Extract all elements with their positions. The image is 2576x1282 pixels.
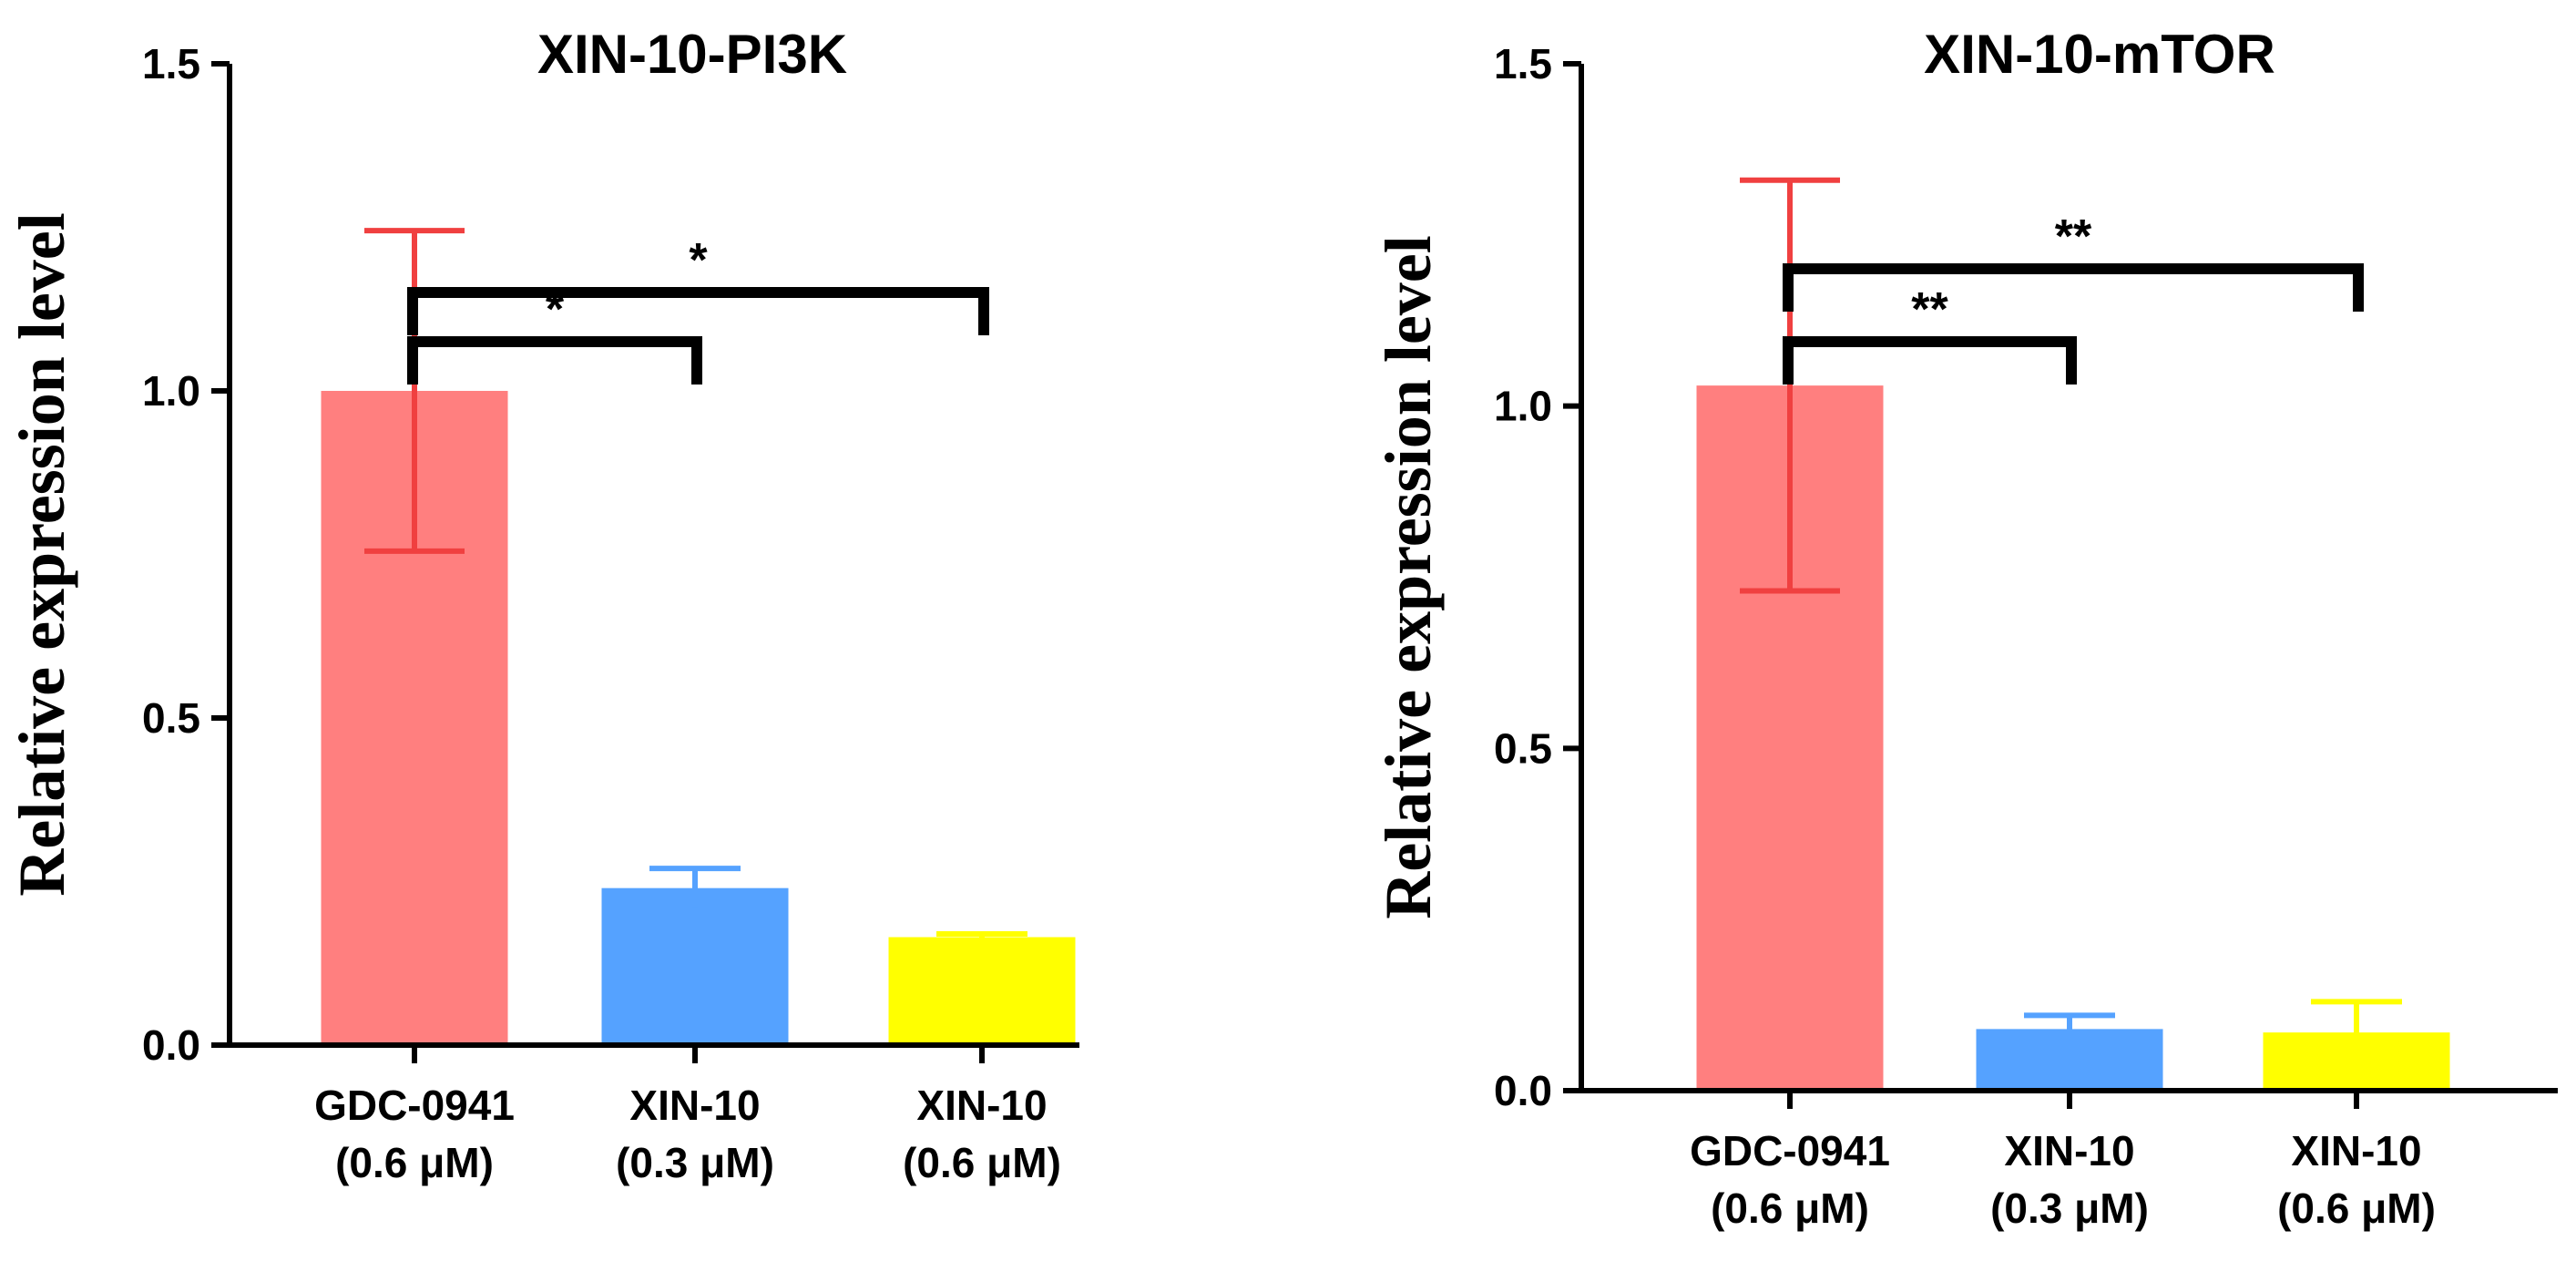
significance-marker: ** [2055,210,2092,263]
significance-bracket [407,336,702,385]
x-tick-label-sub: (0.6 μM) [903,1139,1061,1186]
y-axis-label: Relative expression level [5,212,78,897]
x-tick-label-sub: (0.6 μM) [1711,1185,1869,1232]
y-tick-label: 0.0 [1494,1067,1552,1114]
significance-marker: ** [1911,283,1948,336]
x-tick-label: XIN-10 [916,1082,1047,1129]
y-axis-label: Relative expression level [1372,235,1445,919]
significance-marker: * [689,234,708,287]
y-tick-label: 0.5 [1494,724,1552,772]
bar [888,937,1076,1045]
significance-bracket [1783,336,2077,385]
x-tick-label-sub: (0.3 μM) [616,1139,774,1186]
y-tick-label: 1.5 [142,40,200,87]
chart-title: XIN-10-mTOR [1924,24,2275,85]
chart-title: XIN-10-PI3K [537,24,847,85]
x-tick-label: GDC-0941 [314,1082,515,1129]
x-tick-label: GDC-0941 [1690,1127,1890,1174]
x-tick-label: XIN-10 [2004,1127,2134,1174]
significance-bracket [407,287,989,335]
x-tick-label: XIN-10 [629,1082,760,1129]
y-tick-label: 1.0 [1494,383,1552,430]
bar [601,887,789,1045]
y-tick-label: 0.0 [142,1021,200,1069]
y-tick-label: 1.0 [142,367,200,415]
x-tick-label-sub: (0.6 μM) [335,1139,494,1186]
x-tick-label: XIN-10 [2291,1127,2421,1174]
significance-bracket [1783,263,2364,312]
y-tick-label: 1.5 [1494,40,1552,87]
x-tick-label-sub: (0.3 μM) [1990,1185,2149,1232]
x-tick-label-sub: (0.6 μM) [2277,1185,2436,1232]
y-tick-label: 0.5 [142,694,200,742]
